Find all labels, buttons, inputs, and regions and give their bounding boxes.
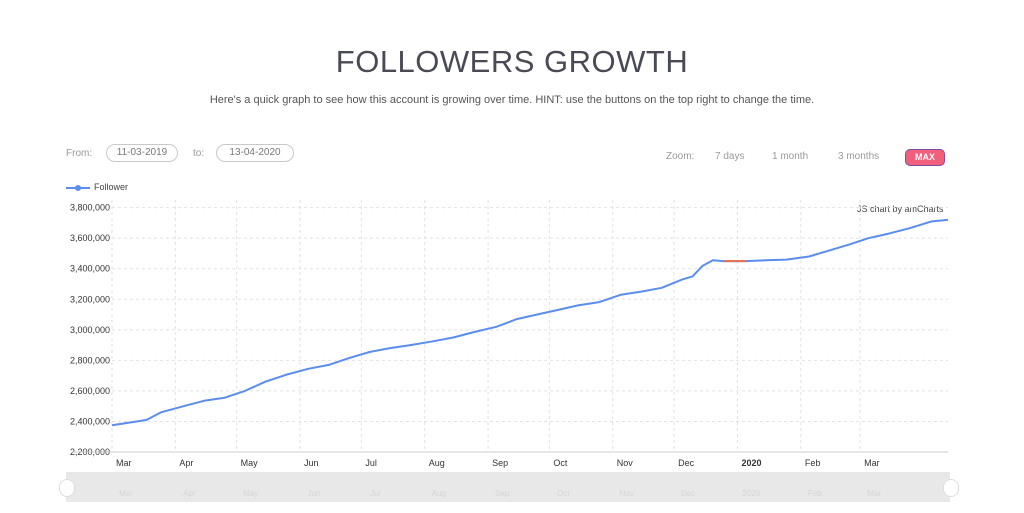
scrollbar-tick-label: Dec <box>680 489 696 498</box>
x-tick-label: Mar <box>116 458 132 468</box>
from-date-input[interactable]: 11-03-2019 <box>106 144 178 162</box>
scrollbar-tick-label: Jun <box>307 489 321 498</box>
x-tick-label: Mar <box>864 458 880 468</box>
y-tick-label: 3,600,000 <box>70 233 110 243</box>
y-tick-label: 2,600,000 <box>70 386 110 396</box>
scrollbar-tick-label: Feb <box>807 489 822 498</box>
x-tick-label: Aug <box>429 458 445 468</box>
x-tick-label: Jul <box>365 458 377 468</box>
scrollbar-tick-label: Apr <box>183 489 196 498</box>
scrollbar-right-grip[interactable] <box>943 479 959 497</box>
y-tick-label: 2,800,000 <box>70 355 110 365</box>
to-date-input[interactable]: 13-04-2020 <box>216 144 294 162</box>
y-tick-label: 3,000,000 <box>70 325 110 335</box>
chart-credit[interactable]: JS chart by amCharts <box>857 204 944 214</box>
x-tick-label: Nov <box>617 458 634 468</box>
chart-scrollbar[interactable]: Mar Apr May Jun Jul Aug Sep Oct Nov Dec 2020 Feb Mar <box>59 472 959 502</box>
page-subtitle: Here's a quick graph to see how this acc… <box>209 94 815 106</box>
zoom-label: Zoom: <box>666 151 695 162</box>
legend-label: Follower <box>94 182 129 192</box>
x-tick-label: Feb <box>805 458 821 468</box>
scrollbar-left-grip[interactable] <box>59 479 75 497</box>
x-tick-label: Oct <box>553 458 568 468</box>
x-tick-label: May <box>241 458 259 468</box>
to-label: to: <box>193 148 205 159</box>
scrollbar-tick-label: May <box>243 489 259 498</box>
from-label: From: <box>66 148 93 159</box>
scrollbar-tick-label: Sep <box>494 489 510 498</box>
page-title: FOLLOWERS GROWTH <box>335 44 689 79</box>
zoom-1-month-button[interactable]: 1 month <box>772 151 809 162</box>
scrollbar-tick-label: Aug <box>431 489 446 498</box>
x-tick-label: Jun <box>304 458 319 468</box>
legend-marker-icon <box>75 185 81 191</box>
series-line-follower <box>111 218 949 427</box>
y-tick-label: 3,800,000 <box>70 203 110 213</box>
scrollbar-tick-label: Jul <box>370 489 381 498</box>
x-tick-label: Apr <box>179 458 193 468</box>
scrollbar-tick-label: Oct <box>557 489 570 498</box>
x-tick-label: Sep <box>492 458 508 468</box>
y-tick-label: 3,200,000 <box>70 294 110 304</box>
scrollbar-selection[interactable] <box>66 472 950 502</box>
zoom-7-days-button[interactable]: 7 days <box>715 151 745 162</box>
scrollbar-tick-label: Mar <box>119 489 133 498</box>
x-tick-label: Dec <box>678 458 695 468</box>
y-tick-label: 2,400,000 <box>70 416 110 426</box>
zoom-3-months-button[interactable]: 3 months <box>838 151 880 162</box>
zoom-max-button[interactable]: MAX <box>906 150 944 165</box>
scrollbar-tick-label: 2020 <box>742 489 761 498</box>
scrollbar-tick-label: Nov <box>619 489 634 498</box>
y-tick-label: 3,400,000 <box>70 264 110 274</box>
scrollbar-tick-label: Mar <box>867 489 881 498</box>
x-tick-label: 2020 <box>741 458 761 468</box>
